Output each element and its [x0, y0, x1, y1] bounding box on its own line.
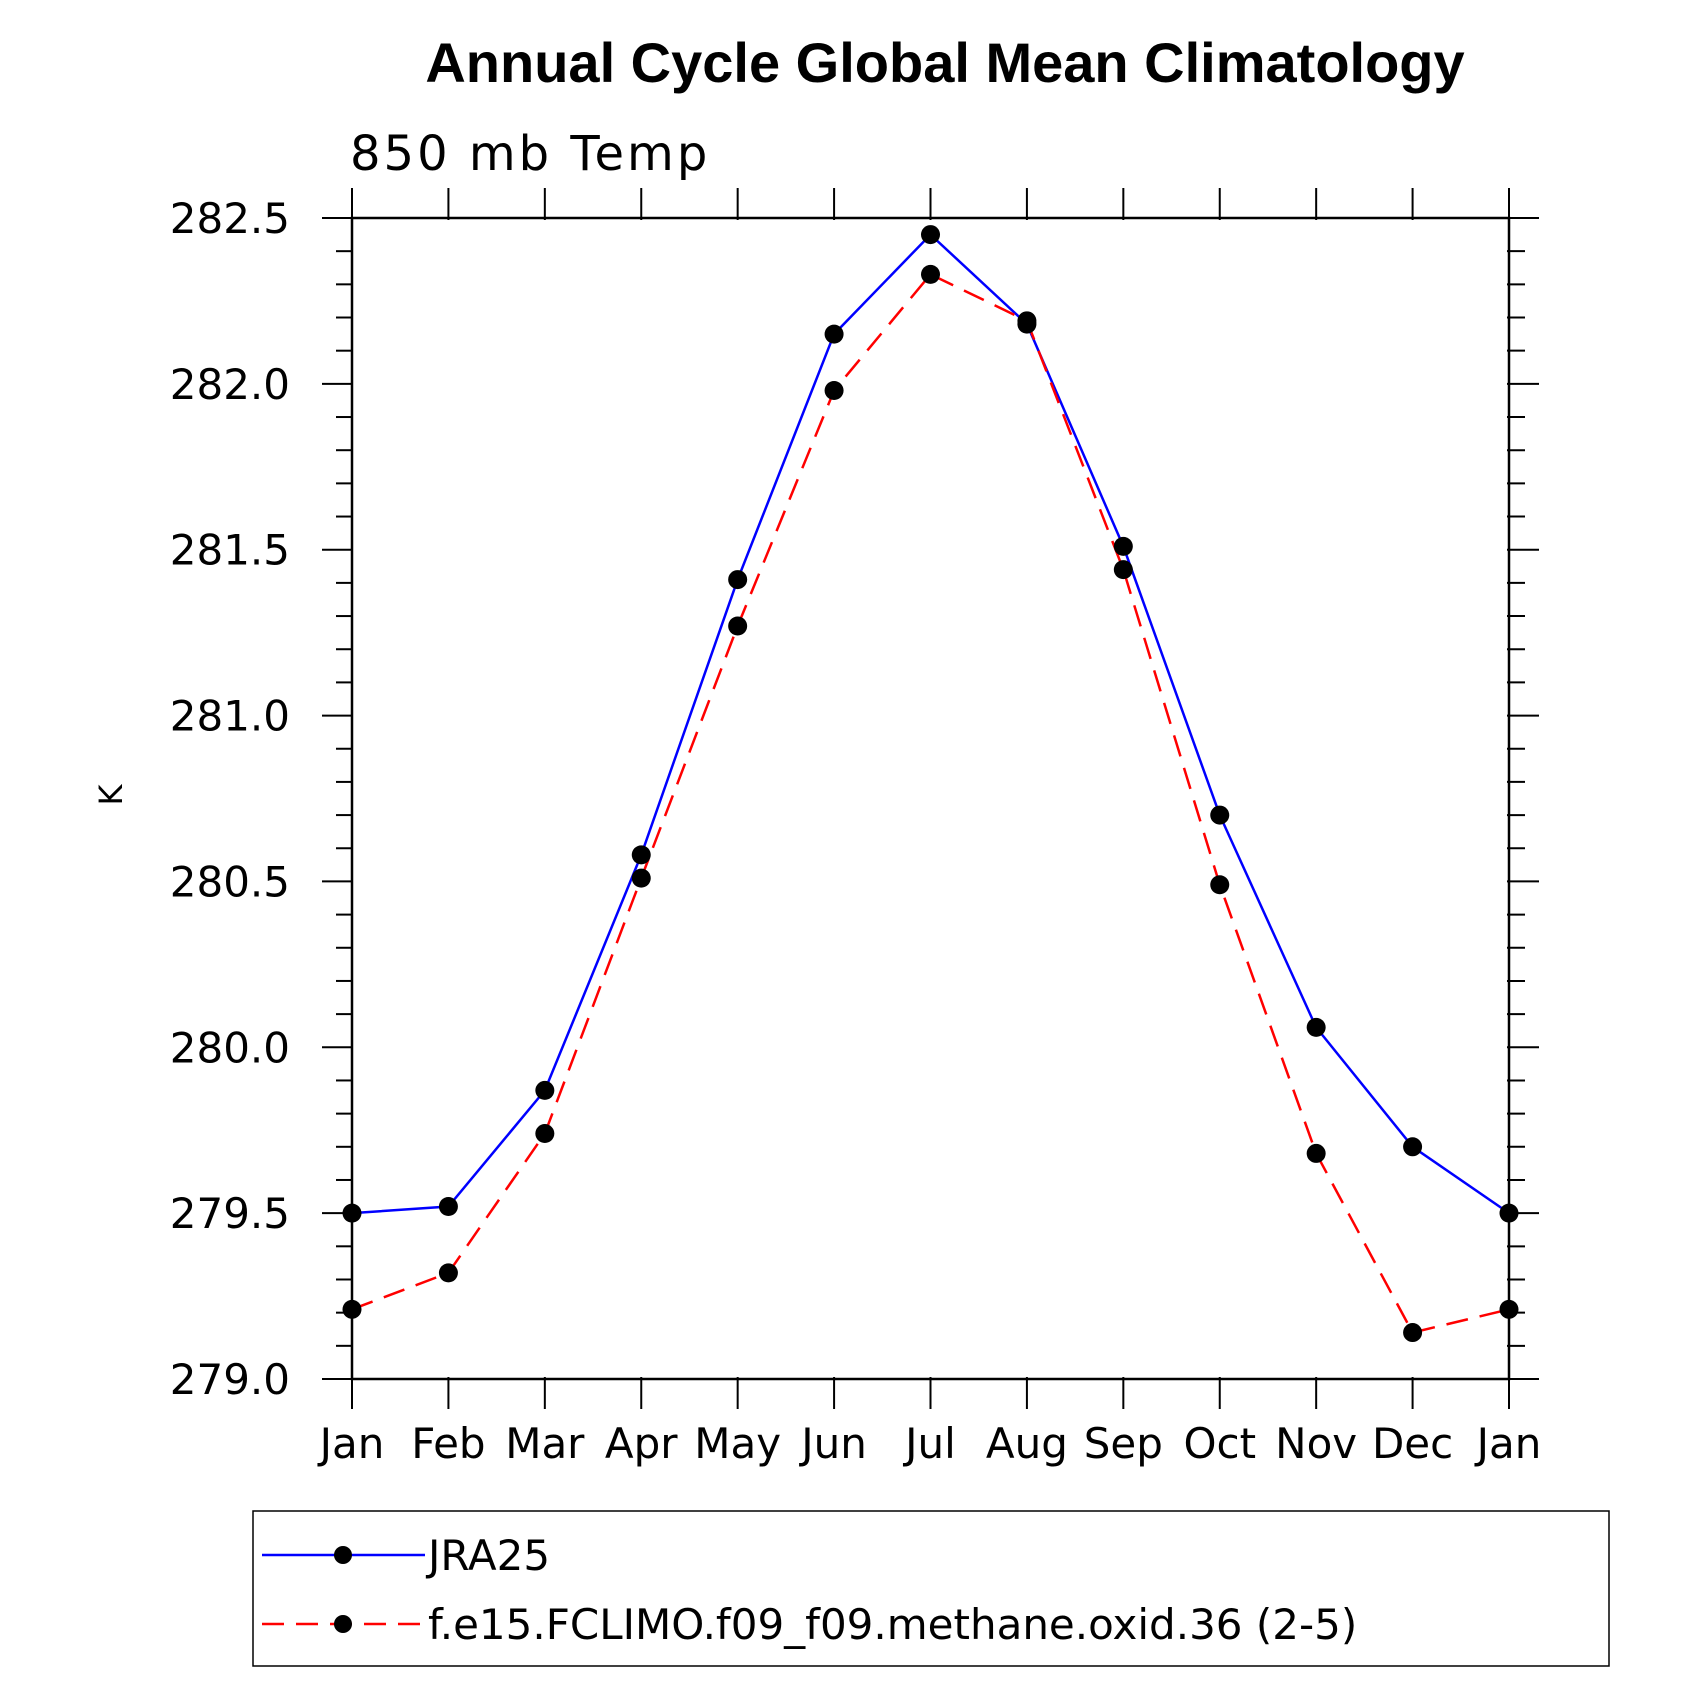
- y-tick-label: 279.0: [170, 1355, 290, 1404]
- data-point-s0-2: [535, 1080, 555, 1100]
- data-point-s1-7: [1017, 311, 1037, 331]
- data-point-s1-12: [1499, 1299, 1519, 1319]
- data-point-s1-11: [1403, 1323, 1423, 1343]
- y-axis-label: K: [92, 783, 130, 805]
- data-point-s0-8: [1113, 536, 1133, 556]
- data-point-s1-10: [1306, 1143, 1326, 1163]
- y-tick-label: 279.5: [170, 1189, 290, 1238]
- legend-box: [252, 1510, 1610, 1667]
- x-tick-label: Jan: [317, 1419, 385, 1468]
- data-point-s0-0: [342, 1203, 362, 1223]
- x-tick-label: Mar: [505, 1419, 585, 1468]
- data-point-s0-3: [631, 845, 651, 865]
- y-axis: 279.0 279.5 280.0 280.5 281.0 281.5 282.0 282.5: [170, 194, 1539, 1404]
- y-tick-label: 280.0: [170, 1023, 290, 1072]
- data-point-s0-5: [824, 324, 844, 344]
- data-point-s1-2: [535, 1124, 555, 1144]
- y-tick-label: 280.5: [170, 857, 290, 906]
- y-tick-label: 281.5: [170, 526, 290, 575]
- y-tick-label: 281.0: [170, 692, 290, 741]
- data-point-s0-6: [921, 225, 940, 245]
- x-tick-label: Sep: [1084, 1419, 1163, 1468]
- data-point-s1-4: [728, 616, 748, 636]
- data-point-s0-11: [1403, 1137, 1423, 1157]
- legend-label: JRA25: [425, 1531, 550, 1580]
- series-line-0: [351, 232, 1510, 1215]
- x-axis: Jan Feb Mar Apr May Jun Jul Aug Sep Oct Nov Dec Jan: [317, 188, 1542, 1468]
- data-point-s0-10: [1306, 1017, 1326, 1037]
- x-tick-label: Jul: [902, 1419, 956, 1468]
- x-tick-label: Oct: [1183, 1419, 1256, 1468]
- data-point-s0-12: [1499, 1203, 1519, 1223]
- x-tick-label: Jan: [1474, 1419, 1542, 1468]
- x-tick-label: Aug: [986, 1419, 1068, 1468]
- data-point-s0-9: [1210, 805, 1230, 825]
- data-point-s1-8: [1113, 560, 1133, 580]
- data-point-s1-5: [824, 380, 844, 400]
- plot-frame: [350, 216, 1511, 1381]
- y-tick-label: 282.0: [170, 360, 290, 409]
- data-point-s1-6: [921, 264, 940, 284]
- data-point-s1-9: [1210, 875, 1230, 895]
- data-point-s0-4: [728, 570, 748, 590]
- data-point-s1-3: [631, 868, 651, 888]
- legend: JRA25 f.e15.FCLIMO.f09_f09.methane.oxid.…: [252, 1510, 1610, 1667]
- legend-label: f.e15.FCLIMO.f09_f09.methane.oxid.36 (2-…: [428, 1600, 1357, 1649]
- chart-subtitle: 850 mb Temp: [350, 126, 710, 182]
- data-point-s1-0: [342, 1299, 362, 1319]
- series-layer: [342, 225, 1519, 1343]
- x-tick-label: Feb: [411, 1419, 485, 1468]
- data-point-s1-1: [438, 1263, 458, 1283]
- data-point-s0-1: [438, 1197, 458, 1217]
- x-tick-label: Apr: [605, 1419, 678, 1468]
- x-tick-label: Dec: [1372, 1419, 1453, 1468]
- legend-swatch-marker: [334, 1615, 352, 1633]
- legend-swatch-marker: [334, 1546, 352, 1564]
- series-line-1: [351, 272, 1510, 1335]
- chart-title: Annual Cycle Global Mean Climatology: [425, 31, 1464, 94]
- x-tick-label: Jun: [798, 1419, 867, 1468]
- y-tick-label: 282.5: [170, 194, 290, 243]
- x-tick-label: May: [694, 1419, 781, 1468]
- x-tick-label: Nov: [1275, 1419, 1357, 1468]
